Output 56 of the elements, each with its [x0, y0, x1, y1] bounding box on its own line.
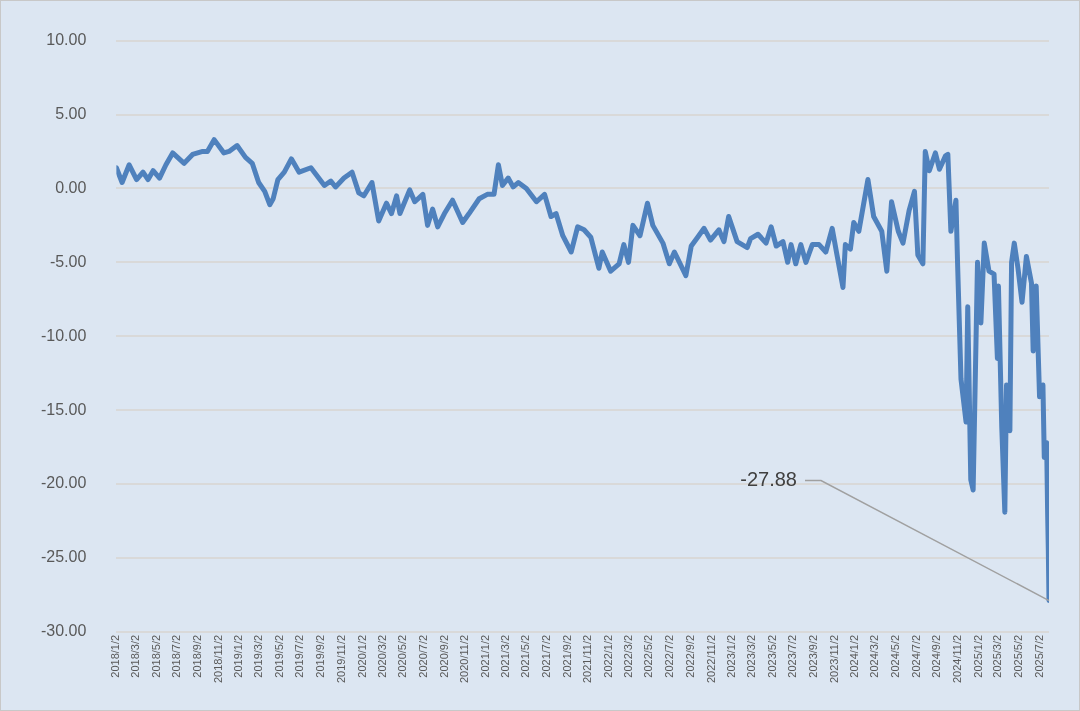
- x-tick-label: 2022/1/2: [602, 634, 615, 678]
- x-tick-label: 2018/9/2: [191, 634, 204, 678]
- x-tick-label: 2023/3/2: [744, 634, 757, 678]
- x-tick-label: 2021/5/2: [519, 634, 532, 678]
- x-tick-label: 2019/5/2: [272, 634, 285, 678]
- y-tick-label: 10.00: [46, 31, 87, 49]
- x-tick-label: 2018/1/2: [109, 634, 122, 678]
- x-tick-label: 2022/11/2: [704, 634, 717, 684]
- x-tick-label: 2024/9/2: [930, 634, 943, 678]
- x-tick-label: 2021/3/2: [498, 634, 511, 678]
- x-tick-label: 2019/3/2: [252, 634, 265, 678]
- x-tick-label: 2020/7/2: [416, 634, 429, 678]
- x-tick-label: 2023/1/2: [725, 634, 738, 678]
- y-tick-label: 5.00: [55, 104, 87, 122]
- x-tick-label: 2018/7/2: [170, 634, 183, 678]
- x-tick-label: 2024/3/2: [868, 634, 881, 678]
- x-tick-label: 2025/3/2: [991, 634, 1004, 678]
- x-tick-label: 2021/9/2: [560, 634, 573, 678]
- x-tick-label: 2025/5/2: [1012, 634, 1025, 678]
- x-tick-label: 2021/7/2: [539, 634, 552, 678]
- x-tick-label: 2019/1/2: [232, 634, 245, 678]
- y-tick-label: -5.00: [49, 252, 87, 270]
- x-tick-label: 2023/9/2: [807, 634, 820, 678]
- x-tick-label: 2018/11/2: [211, 634, 224, 684]
- y-tick-label: -20.00: [40, 474, 87, 492]
- x-tick-label: 2020/3/2: [375, 634, 388, 678]
- y-tick-label: -10.00: [40, 326, 87, 344]
- x-tick-label: 2025/7/2: [1032, 634, 1045, 678]
- x-tick-label: 2024/5/2: [888, 634, 901, 678]
- x-tick-label: 2024/1/2: [848, 634, 861, 678]
- y-tick-label: -15.00: [40, 400, 87, 418]
- x-tick-label: 2020/5/2: [396, 634, 409, 678]
- x-tick-label: 2021/11/2: [581, 634, 594, 684]
- x-tick-label: 2020/9/2: [437, 634, 450, 678]
- x-tick-label: 2022/7/2: [663, 634, 676, 678]
- y-tick-label: -30.00: [40, 622, 87, 640]
- x-tick-label: 2019/11/2: [334, 634, 347, 684]
- x-tick-label: 2022/5/2: [642, 634, 655, 678]
- x-tick-label: 2018/3/2: [129, 634, 142, 678]
- x-tick-label: 2023/7/2: [786, 634, 799, 678]
- x-tick-label: 2025/1/2: [971, 634, 984, 678]
- annotation: -27.88: [740, 468, 797, 491]
- x-tick-label: 2019/9/2: [314, 634, 327, 678]
- x-tick-label: 2023/5/2: [765, 634, 778, 678]
- x-tick-label: 2021/1/2: [478, 634, 491, 678]
- x-tick-label: 2020/1/2: [355, 634, 368, 678]
- x-tick-label: 2019/7/2: [293, 634, 306, 678]
- x-tick-label: 2023/11/2: [827, 634, 840, 684]
- x-tick-label: 2024/7/2: [909, 634, 922, 678]
- x-tick-label: 2024/11/2: [950, 634, 963, 684]
- x-tick-label: 2022/3/2: [621, 634, 634, 678]
- y-tick-label: -25.00: [40, 548, 87, 566]
- x-tick-label: 2020/11/2: [458, 634, 471, 684]
- x-tick-label: 2018/5/2: [149, 634, 162, 678]
- y-tick-label: 0.00: [55, 178, 87, 196]
- x-tick-label: 2022/9/2: [683, 634, 696, 678]
